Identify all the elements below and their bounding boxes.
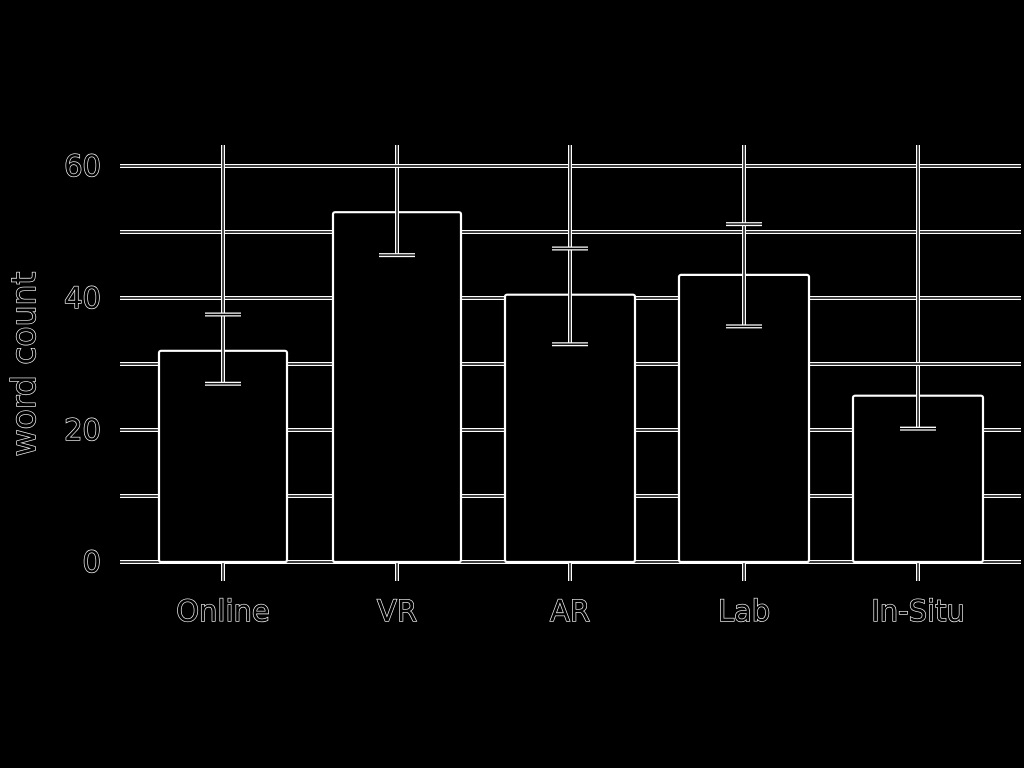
y-axis-title: word count: [4, 272, 43, 457]
x-tick-label: VR: [377, 594, 417, 628]
y-tick-label: 0: [83, 545, 101, 579]
error-bar: [726, 222, 762, 329]
error-bar: [552, 246, 588, 347]
bar: [331, 211, 463, 564]
error-bar: [379, 164, 415, 258]
x-tick-label: Lab: [718, 594, 770, 628]
x-tick-label: AR: [550, 594, 590, 628]
x-tick-label: Online: [176, 594, 270, 628]
y-tick-label: 40: [64, 281, 101, 315]
axes: 0 20 40 60 Online VR AR Lab In-Situ: [63, 148, 965, 628]
error-bar: [900, 362, 936, 431]
error-bar: [205, 312, 241, 386]
y-tick-label: 20: [64, 413, 101, 447]
y-tick-label: 60: [64, 149, 101, 183]
error-bars: [205, 164, 936, 431]
x-tick-label: In-Situ: [871, 594, 965, 628]
bars: [157, 211, 985, 564]
